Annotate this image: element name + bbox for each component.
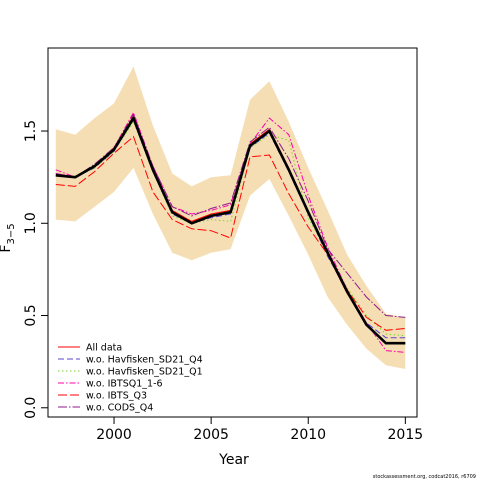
x-tick-label: 2000 bbox=[96, 427, 132, 443]
x-axis-title: Year bbox=[218, 452, 249, 468]
main-estimate-line bbox=[55, 116, 406, 345]
y-tick-label: 0.0 bbox=[23, 397, 39, 419]
y-axis: 0.0 0.5 1.0 1.5 bbox=[23, 120, 48, 419]
main-line-group bbox=[55, 116, 406, 345]
x-tick-label: 2005 bbox=[193, 427, 229, 443]
y-tick-label: 1.0 bbox=[23, 212, 39, 234]
legend-label: w.o. Havfisken_SD21_Q1 bbox=[86, 367, 203, 378]
legend-label: w.o. IBTSQ1_1-6 bbox=[86, 379, 163, 390]
confidence-band bbox=[55, 66, 406, 370]
y-axis-title-subscript: 3−5 bbox=[6, 223, 17, 244]
legend-label: w.o. Havfisken_SD21_Q4 bbox=[86, 355, 203, 366]
x-tick-label: 2010 bbox=[290, 427, 326, 443]
y-tick-label: 0.5 bbox=[23, 304, 39, 326]
y-tick-label: 1.5 bbox=[23, 120, 39, 142]
y-axis-title-base: F bbox=[0, 245, 14, 253]
band-group bbox=[55, 66, 406, 370]
legend-label: w.o. CODS_Q4 bbox=[86, 403, 153, 414]
legend-label: All data bbox=[86, 343, 122, 354]
legend-label: w.o. IBTS_Q3 bbox=[86, 391, 147, 402]
credit-text: stockassessment.org, codcat2016, r6709 bbox=[373, 474, 476, 480]
plot-frame bbox=[47, 47, 418, 418]
x-tick-label: 2015 bbox=[388, 427, 424, 443]
series-line-6 bbox=[55, 113, 406, 318]
x-axis: 2000 2005 2010 2015 bbox=[96, 417, 423, 443]
y-axis-title: F3−5 bbox=[0, 223, 17, 252]
